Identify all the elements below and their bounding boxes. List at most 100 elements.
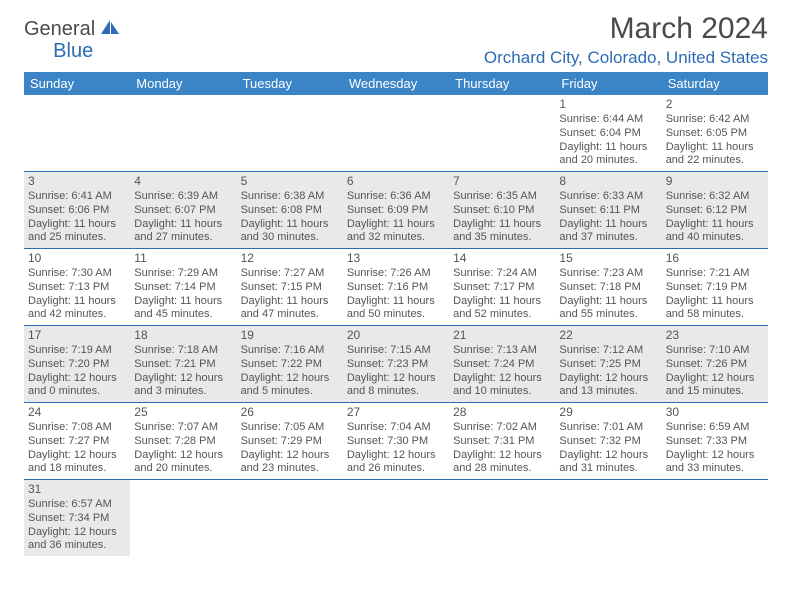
day-number: 12 <box>241 251 339 266</box>
daylight-text: Daylight: 11 hours and 22 minutes. <box>666 141 764 169</box>
daylight-text: Daylight: 12 hours and 3 minutes. <box>134 372 232 400</box>
sunrise-text: Sunrise: 7:12 AM <box>559 344 657 358</box>
calendar-cell <box>449 480 555 557</box>
sunrise-text: Sunrise: 7:30 AM <box>28 267 126 281</box>
calendar-cell <box>662 480 768 557</box>
day-number: 2 <box>666 97 764 112</box>
calendar-cell <box>130 95 236 172</box>
sunset-text: Sunset: 7:18 PM <box>559 281 657 295</box>
calendar-cell: 31Sunrise: 6:57 AMSunset: 7:34 PMDayligh… <box>24 480 130 557</box>
calendar-cell: 20Sunrise: 7:15 AMSunset: 7:23 PMDayligh… <box>343 326 449 403</box>
day-number: 15 <box>559 251 657 266</box>
calendar-cell: 30Sunrise: 6:59 AMSunset: 7:33 PMDayligh… <box>662 403 768 480</box>
day-number: 28 <box>453 405 551 420</box>
calendar-cell: 14Sunrise: 7:24 AMSunset: 7:17 PMDayligh… <box>449 249 555 326</box>
sunrise-text: Sunrise: 6:33 AM <box>559 190 657 204</box>
sunrise-text: Sunrise: 6:57 AM <box>28 498 126 512</box>
sunrise-text: Sunrise: 7:21 AM <box>666 267 764 281</box>
sunset-text: Sunset: 6:12 PM <box>666 204 764 218</box>
day-number: 25 <box>134 405 232 420</box>
sunrise-text: Sunrise: 6:38 AM <box>241 190 339 204</box>
calendar-row: 3Sunrise: 6:41 AMSunset: 6:06 PMDaylight… <box>24 172 768 249</box>
daylight-text: Daylight: 12 hours and 31 minutes. <box>559 449 657 477</box>
daylight-text: Daylight: 11 hours and 58 minutes. <box>666 295 764 323</box>
calendar-cell: 7Sunrise: 6:35 AMSunset: 6:10 PMDaylight… <box>449 172 555 249</box>
daylight-text: Daylight: 11 hours and 55 minutes. <box>559 295 657 323</box>
sunset-text: Sunset: 7:28 PM <box>134 435 232 449</box>
calendar-cell: 28Sunrise: 7:02 AMSunset: 7:31 PMDayligh… <box>449 403 555 480</box>
day-number: 1 <box>559 97 657 112</box>
sunset-text: Sunset: 7:23 PM <box>347 358 445 372</box>
daylight-text: Daylight: 12 hours and 28 minutes. <box>453 449 551 477</box>
sunrise-text: Sunrise: 7:04 AM <box>347 421 445 435</box>
calendar-table: Sunday Monday Tuesday Wednesday Thursday… <box>24 72 768 556</box>
sunset-text: Sunset: 7:34 PM <box>28 512 126 526</box>
daylight-text: Daylight: 11 hours and 50 minutes. <box>347 295 445 323</box>
day-header-row: Sunday Monday Tuesday Wednesday Thursday… <box>24 72 768 95</box>
sunrise-text: Sunrise: 6:39 AM <box>134 190 232 204</box>
daylight-text: Daylight: 12 hours and 13 minutes. <box>559 372 657 400</box>
calendar-cell: 9Sunrise: 6:32 AMSunset: 6:12 PMDaylight… <box>662 172 768 249</box>
sunset-text: Sunset: 7:27 PM <box>28 435 126 449</box>
dayhead-wednesday: Wednesday <box>343 72 449 95</box>
title-block: March 2024 Orchard City, Colorado, Unite… <box>484 12 768 68</box>
sunrise-text: Sunrise: 7:19 AM <box>28 344 126 358</box>
sunrise-text: Sunrise: 6:32 AM <box>666 190 764 204</box>
calendar-row: 1Sunrise: 6:44 AMSunset: 6:04 PMDaylight… <box>24 95 768 172</box>
daylight-text: Daylight: 11 hours and 35 minutes. <box>453 218 551 246</box>
calendar-cell: 22Sunrise: 7:12 AMSunset: 7:25 PMDayligh… <box>555 326 661 403</box>
calendar-cell: 1Sunrise: 6:44 AMSunset: 6:04 PMDaylight… <box>555 95 661 172</box>
logo-row2: General Blue <box>24 40 93 63</box>
sunrise-text: Sunrise: 6:41 AM <box>28 190 126 204</box>
daylight-text: Daylight: 12 hours and 36 minutes. <box>28 526 126 554</box>
sunset-text: Sunset: 6:06 PM <box>28 204 126 218</box>
sunrise-text: Sunrise: 7:13 AM <box>453 344 551 358</box>
calendar-cell: 26Sunrise: 7:05 AMSunset: 7:29 PMDayligh… <box>237 403 343 480</box>
calendar-cell: 19Sunrise: 7:16 AMSunset: 7:22 PMDayligh… <box>237 326 343 403</box>
daylight-text: Daylight: 12 hours and 33 minutes. <box>666 449 764 477</box>
day-number: 20 <box>347 328 445 343</box>
sunrise-text: Sunrise: 7:27 AM <box>241 267 339 281</box>
calendar-cell: 13Sunrise: 7:26 AMSunset: 7:16 PMDayligh… <box>343 249 449 326</box>
dayhead-friday: Friday <box>555 72 661 95</box>
sunset-text: Sunset: 7:19 PM <box>666 281 764 295</box>
day-number: 23 <box>666 328 764 343</box>
calendar-body: 1Sunrise: 6:44 AMSunset: 6:04 PMDaylight… <box>24 95 768 556</box>
sunset-text: Sunset: 7:22 PM <box>241 358 339 372</box>
month-title: March 2024 <box>484 12 768 46</box>
logo-text-blue: Blue <box>53 40 93 63</box>
daylight-text: Daylight: 11 hours and 20 minutes. <box>559 141 657 169</box>
sunset-text: Sunset: 7:20 PM <box>28 358 126 372</box>
dayhead-saturday: Saturday <box>662 72 768 95</box>
day-number: 5 <box>241 174 339 189</box>
dayhead-sunday: Sunday <box>24 72 130 95</box>
sunset-text: Sunset: 7:16 PM <box>347 281 445 295</box>
sunset-text: Sunset: 7:14 PM <box>134 281 232 295</box>
calendar-cell: 27Sunrise: 7:04 AMSunset: 7:30 PMDayligh… <box>343 403 449 480</box>
day-number: 26 <box>241 405 339 420</box>
calendar-cell <box>555 480 661 557</box>
day-number: 10 <box>28 251 126 266</box>
day-number: 6 <box>347 174 445 189</box>
sunset-text: Sunset: 7:30 PM <box>347 435 445 449</box>
sunrise-text: Sunrise: 7:29 AM <box>134 267 232 281</box>
sunset-text: Sunset: 6:11 PM <box>559 204 657 218</box>
day-number: 9 <box>666 174 764 189</box>
daylight-text: Daylight: 11 hours and 37 minutes. <box>559 218 657 246</box>
sunset-text: Sunset: 7:32 PM <box>559 435 657 449</box>
calendar-cell <box>130 480 236 557</box>
sunrise-text: Sunrise: 7:05 AM <box>241 421 339 435</box>
sunrise-text: Sunrise: 7:23 AM <box>559 267 657 281</box>
sunset-text: Sunset: 7:13 PM <box>28 281 126 295</box>
daylight-text: Daylight: 11 hours and 52 minutes. <box>453 295 551 323</box>
daylight-text: Daylight: 11 hours and 30 minutes. <box>241 218 339 246</box>
day-number: 11 <box>134 251 232 266</box>
sunset-text: Sunset: 6:08 PM <box>241 204 339 218</box>
sunrise-text: Sunrise: 6:42 AM <box>666 113 764 127</box>
sunrise-text: Sunrise: 7:07 AM <box>134 421 232 435</box>
dayhead-thursday: Thursday <box>449 72 555 95</box>
calendar-cell: 3Sunrise: 6:41 AMSunset: 6:06 PMDaylight… <box>24 172 130 249</box>
sunrise-text: Sunrise: 7:02 AM <box>453 421 551 435</box>
calendar-cell: 29Sunrise: 7:01 AMSunset: 7:32 PMDayligh… <box>555 403 661 480</box>
calendar-cell: 17Sunrise: 7:19 AMSunset: 7:20 PMDayligh… <box>24 326 130 403</box>
